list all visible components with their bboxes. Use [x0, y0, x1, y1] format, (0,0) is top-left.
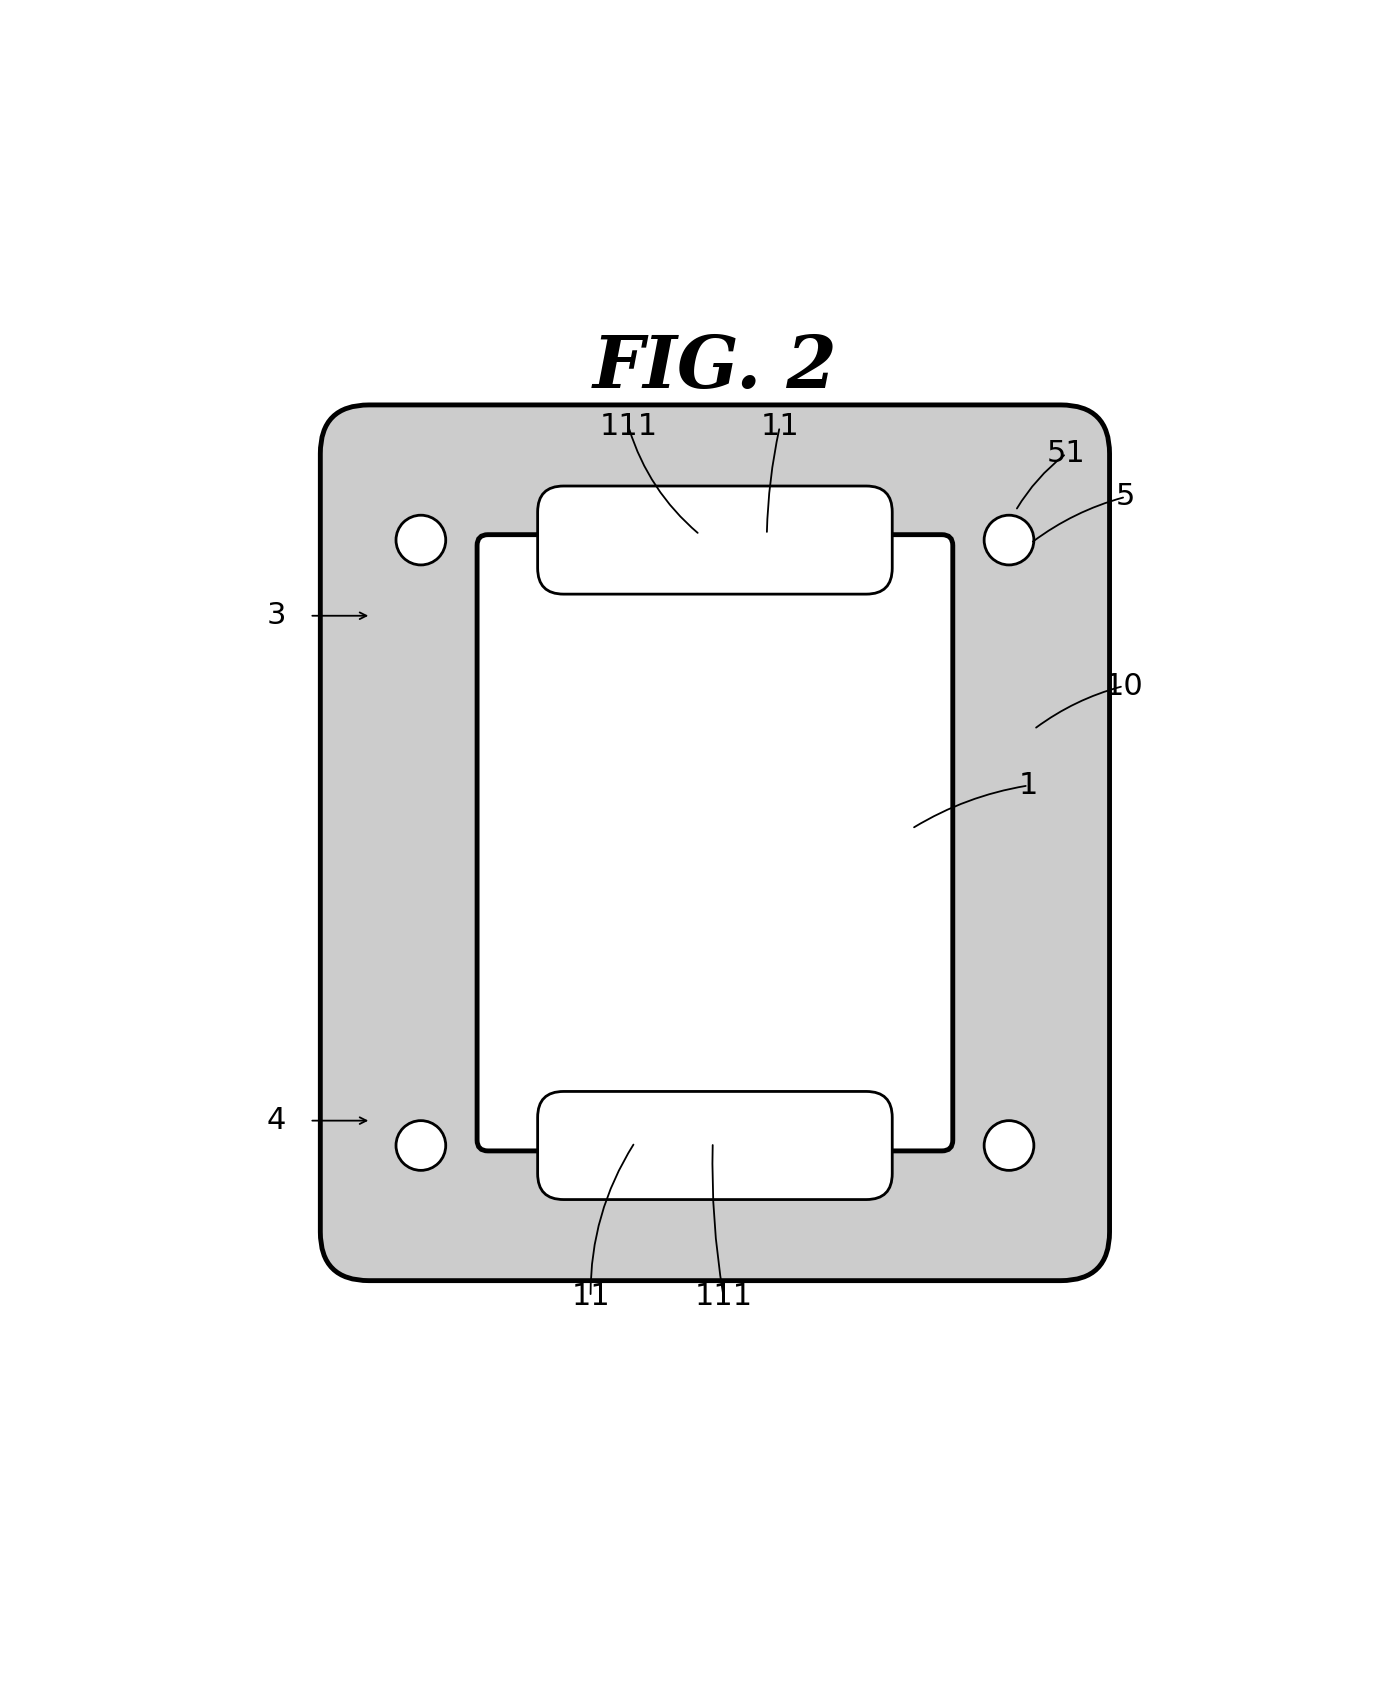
Text: 1: 1: [1018, 771, 1038, 799]
Circle shape: [396, 515, 446, 565]
Text: 3: 3: [266, 600, 286, 631]
Text: 11: 11: [571, 1283, 610, 1311]
Circle shape: [983, 515, 1034, 565]
Circle shape: [983, 1121, 1034, 1170]
FancyBboxPatch shape: [477, 534, 953, 1152]
FancyBboxPatch shape: [321, 405, 1109, 1281]
Text: 11: 11: [760, 412, 799, 441]
Text: 5: 5: [1116, 483, 1136, 512]
Text: 10: 10: [1105, 672, 1143, 701]
FancyBboxPatch shape: [537, 1092, 893, 1199]
Circle shape: [396, 1121, 446, 1170]
Text: 111: 111: [695, 1283, 753, 1311]
Text: FIG. 2: FIG. 2: [593, 332, 837, 403]
Text: 111: 111: [600, 412, 657, 441]
Text: 4: 4: [266, 1106, 286, 1135]
FancyBboxPatch shape: [537, 486, 893, 594]
Text: 51: 51: [1046, 439, 1085, 468]
